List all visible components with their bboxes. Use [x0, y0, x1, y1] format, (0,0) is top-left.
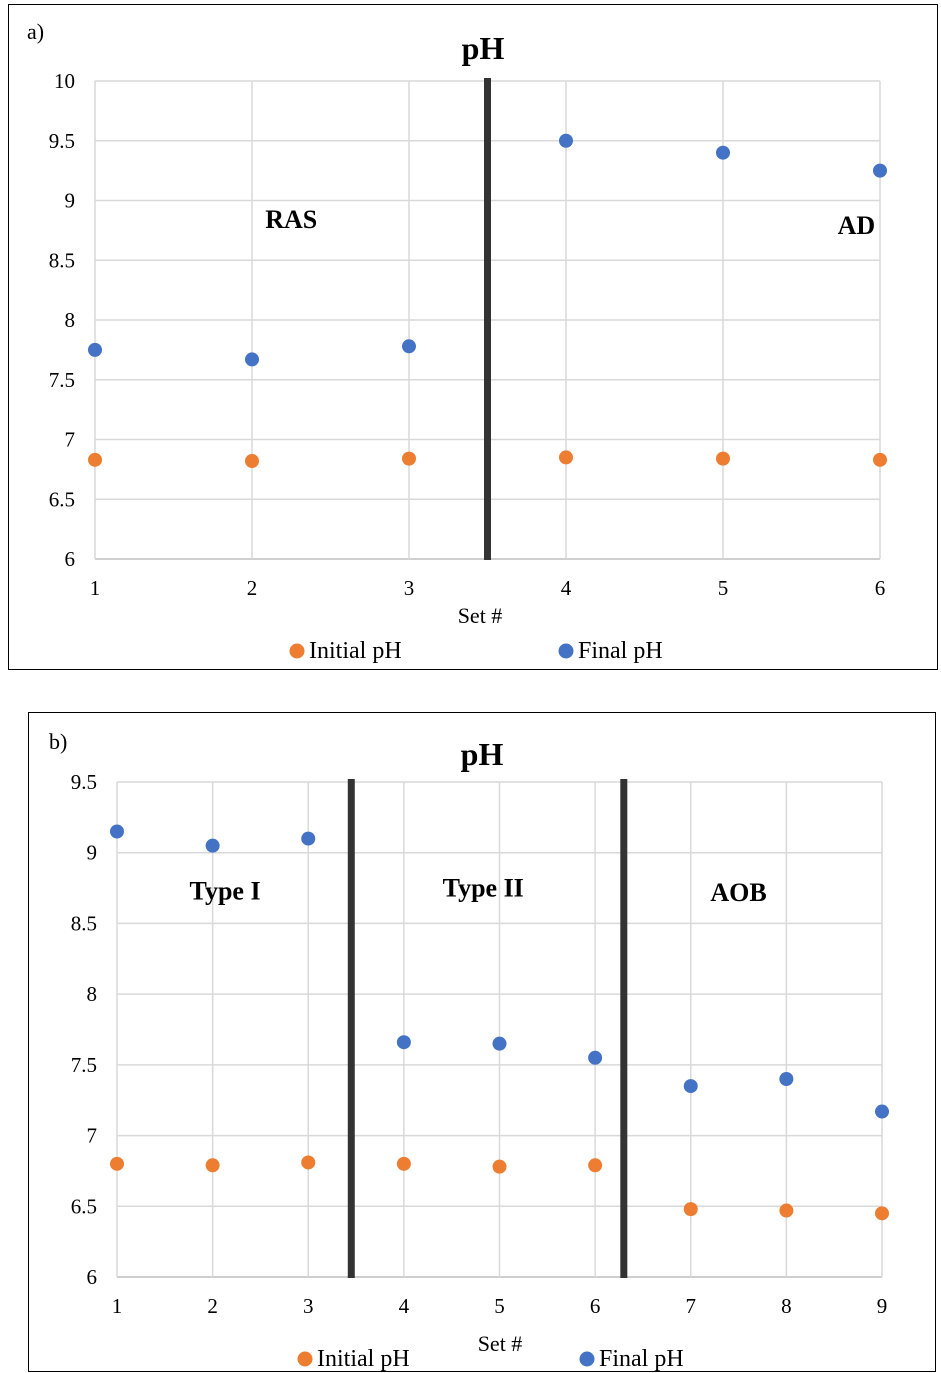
data-point [245, 454, 259, 469]
data-point [779, 1072, 794, 1086]
y-tick-label: 9 [65, 189, 76, 213]
y-tick-label: 7.5 [71, 1053, 97, 1077]
x-tick-label: 1 [112, 1294, 123, 1318]
x-axis-label: Set # [478, 1331, 523, 1356]
x-tick-label: 4 [399, 1294, 410, 1318]
data-point [683, 1202, 698, 1217]
data-point [205, 838, 220, 853]
data-point [779, 1203, 794, 1218]
legend-label: Initial pH [317, 1346, 410, 1372]
chart-title: pH [462, 30, 505, 66]
y-tick-label: 6.5 [71, 1194, 97, 1218]
x-tick-label: 3 [303, 1294, 314, 1318]
data-point [873, 163, 887, 178]
data-point [110, 1156, 124, 1171]
legend-marker [289, 643, 305, 659]
x-tick-label: 5 [718, 576, 729, 600]
y-tick-label: 8 [87, 982, 98, 1006]
y-tick-label: 8.5 [49, 248, 75, 272]
data-point [716, 145, 730, 160]
legend-label: Final pH [599, 1346, 684, 1372]
data-point [875, 1206, 889, 1221]
x-axis-label: Set # [458, 603, 503, 628]
chart-b: pH 6 6.5 7 7.5 8 8.5 9 9.5 1 2 3 4 5 6 7 8 9 Type I Type II… [71, 736, 889, 1372]
chart-panel-b: b) pH 6 6.5 7 7.5 8 8.5 9 9.5 1 2 3 4 5 6 7 8 9 Type I Type… [28, 712, 936, 1372]
y-tick-label: 9.5 [49, 129, 75, 153]
data-point [559, 133, 573, 148]
y-tick-label: 6 [87, 1265, 98, 1289]
x-tick-label: 2 [247, 576, 258, 600]
x-tick-label: 6 [590, 1294, 601, 1318]
data-point [492, 1036, 507, 1051]
data-point [492, 1159, 507, 1174]
group-label: AD [838, 211, 876, 240]
data-point [716, 451, 730, 466]
data-point [88, 342, 102, 357]
data-point [873, 452, 887, 467]
chart-a: pH 6 6.5 7 7.5 8 8.5 9 9.5 10 1 2 3 4 5 6 RAS AD Set # Init… [49, 30, 887, 664]
x-tick-label: 1 [90, 576, 101, 600]
group-label: Type I [190, 876, 261, 905]
panel-label-b: b) [49, 729, 68, 754]
data-point [88, 452, 102, 467]
y-tick-label: 9.5 [71, 770, 97, 794]
x-tick-label: 4 [561, 576, 572, 600]
legend-label: Final pH [578, 638, 663, 664]
y-tick-label: 6 [65, 547, 76, 571]
y-tick-label: 10 [54, 69, 75, 93]
y-tick-label: 7 [65, 428, 76, 452]
x-tick-label: 3 [404, 576, 415, 600]
group-label: RAS [265, 205, 317, 234]
y-tick-label: 8 [65, 308, 76, 332]
x-tick-label: 6 [875, 576, 886, 600]
y-tick-label: 7.5 [49, 368, 75, 392]
y-tick-label: 9 [87, 841, 98, 865]
legend-marker [579, 1351, 595, 1367]
data-point [245, 352, 259, 367]
y-tick-label: 7 [87, 1124, 98, 1148]
data-point [396, 1156, 411, 1171]
data-point [559, 450, 573, 465]
data-point [110, 824, 124, 839]
data-point [588, 1158, 603, 1173]
data-point [588, 1050, 603, 1065]
group-label: AOB [710, 878, 766, 907]
chart-panel-a: a) pH 6 6.5 7 7.5 8 8.5 9 9.5 10 1 2 3 4 5 6 RAS AD Set # I… [8, 4, 938, 670]
x-tick-label: 9 [877, 1294, 888, 1318]
y-tick-label: 8.5 [71, 911, 97, 935]
x-tick-label: 5 [494, 1294, 505, 1318]
x-tick-label: 2 [207, 1294, 218, 1318]
panel-label-a: a) [27, 19, 45, 44]
x-tick-label: 8 [781, 1294, 792, 1318]
data-point [875, 1104, 889, 1119]
data-point [683, 1079, 698, 1094]
data-point [402, 339, 416, 354]
group-label: Type II [443, 874, 524, 903]
data-point [205, 1158, 220, 1173]
data-point [301, 831, 316, 846]
x-tick-label: 7 [686, 1294, 697, 1318]
data-point [402, 451, 416, 466]
data-point [301, 1155, 316, 1170]
legend-label: Initial pH [309, 638, 402, 664]
y-tick-label: 6.5 [49, 487, 75, 511]
chart-title: pH [461, 736, 504, 772]
legend-marker [297, 1351, 313, 1367]
legend-marker [558, 643, 574, 659]
data-point [396, 1035, 411, 1050]
